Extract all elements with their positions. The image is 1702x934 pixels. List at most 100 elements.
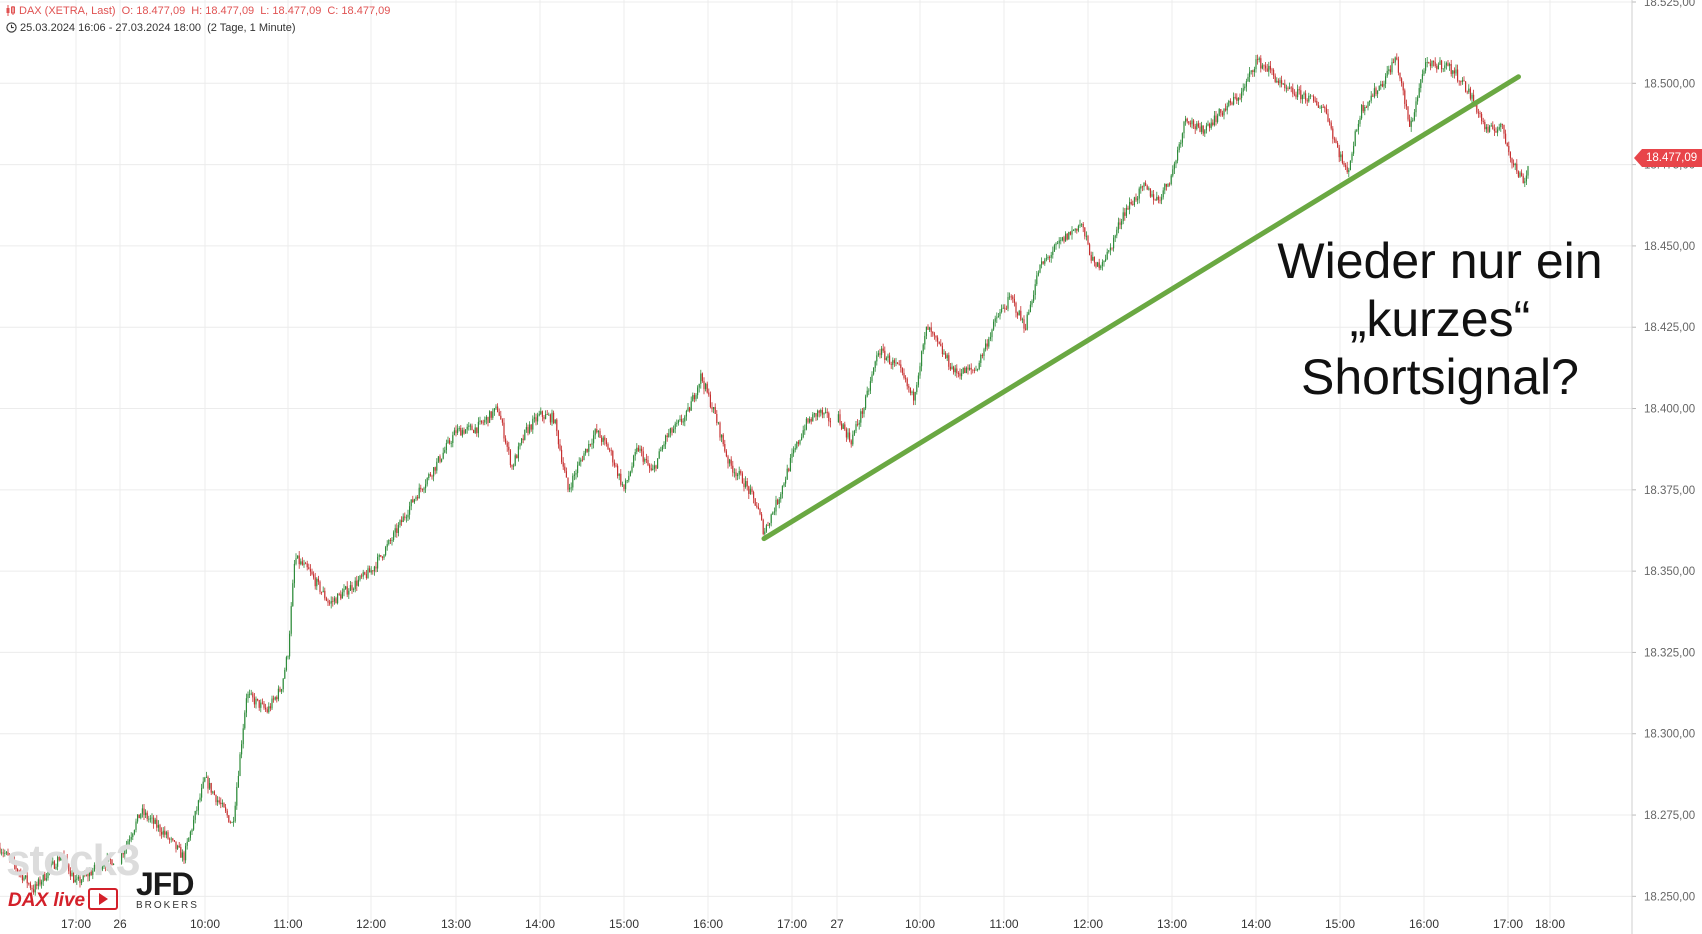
candle	[37, 877, 39, 890]
candle	[319, 580, 321, 595]
candle	[1209, 122, 1211, 132]
candle	[417, 495, 419, 501]
candle	[557, 429, 559, 449]
candle	[874, 360, 876, 372]
candle	[311, 568, 313, 576]
candle	[1055, 242, 1057, 250]
candle	[1460, 80, 1462, 86]
candle	[365, 569, 367, 580]
candle	[897, 362, 899, 365]
candle	[210, 782, 212, 796]
candle	[948, 352, 950, 371]
candle	[521, 437, 523, 446]
candle	[460, 425, 462, 436]
candle	[1281, 75, 1283, 88]
candle	[1119, 218, 1121, 230]
candle	[1082, 222, 1084, 233]
candle	[197, 799, 199, 816]
candle	[47, 869, 49, 881]
candle	[957, 371, 959, 378]
y-tick-label: 18.325,00	[1644, 647, 1695, 659]
candle	[1143, 182, 1145, 191]
candle	[346, 581, 348, 598]
candle	[154, 817, 156, 825]
candle	[1367, 101, 1369, 111]
candle	[100, 861, 102, 873]
candle	[1029, 300, 1031, 313]
candle	[1325, 104, 1327, 115]
candle	[1, 848, 3, 856]
candle	[1319, 105, 1321, 109]
candle	[172, 838, 174, 842]
candle	[1284, 79, 1286, 92]
candle	[607, 442, 609, 450]
candle	[682, 418, 684, 426]
candle	[529, 421, 531, 435]
candle	[842, 423, 844, 430]
candle	[109, 852, 111, 865]
candle	[1404, 88, 1406, 109]
candle	[1154, 198, 1156, 201]
candle	[1013, 294, 1015, 307]
candle	[583, 450, 585, 461]
candle	[1300, 85, 1302, 104]
candle	[20, 868, 22, 878]
candle	[1026, 311, 1028, 331]
jfd-sub-text: BROKERS	[136, 900, 199, 911]
candle	[1010, 294, 1012, 301]
candle	[847, 428, 849, 440]
candle	[940, 339, 942, 347]
candle	[289, 630, 291, 660]
candle	[133, 829, 135, 836]
candle	[157, 820, 159, 832]
candle	[1069, 231, 1071, 236]
candle	[370, 566, 372, 575]
candle	[769, 522, 771, 529]
candle	[535, 413, 537, 426]
candle	[722, 433, 724, 447]
candle	[402, 513, 404, 523]
candle	[1469, 86, 1471, 101]
candle	[321, 591, 323, 595]
candle	[36, 881, 38, 890]
candle	[935, 335, 937, 342]
candle	[1159, 196, 1161, 204]
candle	[1077, 224, 1079, 233]
candle	[434, 466, 436, 475]
candle	[1479, 110, 1481, 118]
candle	[1061, 236, 1063, 242]
candle	[218, 796, 220, 805]
candle	[1501, 123, 1503, 129]
candle	[79, 873, 81, 888]
candle	[221, 799, 223, 808]
candle	[620, 469, 622, 487]
x-axis: 17:00 26 10:00 11:00 12:00 13:00 14:00 15:00 16:…	[61, 917, 1565, 931]
candle	[426, 477, 428, 487]
candle	[1052, 246, 1054, 259]
candle	[825, 407, 827, 414]
candle	[994, 315, 996, 327]
candle	[553, 410, 555, 425]
candle	[865, 394, 867, 411]
candle	[85, 870, 87, 877]
candle	[1351, 151, 1353, 163]
candle	[829, 417, 831, 428]
candle	[866, 386, 868, 398]
candle	[293, 560, 295, 588]
candle	[973, 367, 975, 374]
candle	[817, 409, 819, 421]
candle	[1199, 122, 1201, 133]
candle	[1389, 65, 1391, 75]
candle	[1450, 59, 1452, 77]
candle	[1090, 251, 1092, 264]
candle	[1021, 317, 1023, 324]
candle	[754, 498, 756, 506]
candle	[489, 410, 491, 423]
candle	[410, 499, 412, 511]
candle	[101, 863, 103, 872]
candle	[967, 364, 969, 375]
candle	[276, 695, 278, 703]
candle	[599, 428, 601, 438]
candle	[129, 835, 131, 847]
